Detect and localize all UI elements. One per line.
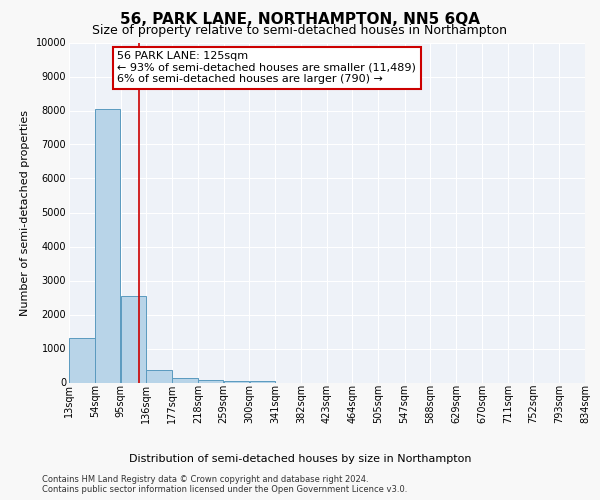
Bar <box>121 296 146 382</box>
Text: Contains HM Land Registry data © Crown copyright and database right 2024.
Contai: Contains HM Land Registry data © Crown c… <box>42 474 407 494</box>
Bar <box>172 378 197 382</box>
Text: 56, PARK LANE, NORTHAMPTON, NN5 6QA: 56, PARK LANE, NORTHAMPTON, NN5 6QA <box>120 12 480 28</box>
Y-axis label: Number of semi-detached properties: Number of semi-detached properties <box>20 110 30 316</box>
Text: Distribution of semi-detached houses by size in Northampton: Distribution of semi-detached houses by … <box>129 454 471 464</box>
Bar <box>146 370 172 382</box>
Bar <box>198 380 223 382</box>
Text: 56 PARK LANE: 125sqm
← 93% of semi-detached houses are smaller (11,489)
6% of se: 56 PARK LANE: 125sqm ← 93% of semi-detac… <box>118 51 416 84</box>
Bar <box>95 109 121 382</box>
Bar <box>224 381 249 382</box>
Text: Size of property relative to semi-detached houses in Northampton: Size of property relative to semi-detach… <box>92 24 508 37</box>
Bar <box>69 338 95 382</box>
